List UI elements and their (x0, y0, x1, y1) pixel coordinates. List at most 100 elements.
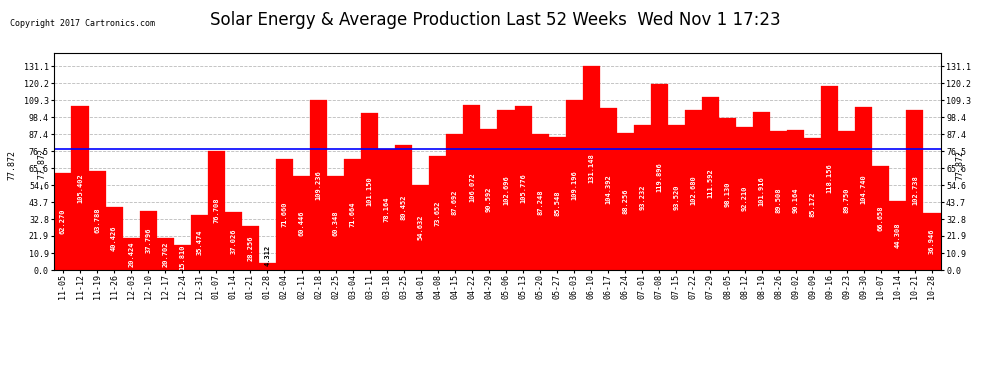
Text: 80.452: 80.452 (401, 195, 407, 220)
Text: 87.248: 87.248 (537, 189, 544, 215)
Bar (498, 111, 515, 270)
Bar (225, 213, 242, 270)
Text: 54.632: 54.632 (418, 215, 424, 240)
Bar (463, 105, 480, 270)
Bar (378, 148, 395, 270)
Bar (345, 159, 361, 270)
Bar (54, 173, 71, 270)
Bar (736, 127, 753, 270)
Text: Solar Energy & Average Production Last 52 Weeks  Wed Nov 1 17:23: Solar Energy & Average Production Last 5… (210, 11, 780, 29)
Text: 35.474: 35.474 (196, 230, 202, 255)
Text: 106.072: 106.072 (469, 173, 475, 202)
Text: 105.776: 105.776 (520, 173, 526, 203)
Bar (617, 133, 634, 270)
Bar (753, 112, 770, 270)
Bar (924, 213, 940, 270)
Text: 85.172: 85.172 (810, 191, 816, 217)
Bar (71, 106, 88, 270)
Bar (804, 138, 822, 270)
Text: 98.130: 98.130 (725, 181, 731, 207)
Text: 66.658: 66.658 (878, 206, 884, 231)
Text: 62.270: 62.270 (60, 209, 66, 234)
Bar (565, 100, 583, 270)
Text: 131.148: 131.148 (588, 153, 594, 183)
Text: 101.916: 101.916 (758, 176, 764, 206)
Text: 28.256: 28.256 (248, 235, 253, 261)
Text: 78.164: 78.164 (384, 196, 390, 222)
Text: 44.308: 44.308 (895, 223, 901, 248)
Bar (412, 185, 430, 270)
Bar (156, 238, 173, 270)
Bar (600, 108, 617, 270)
Bar (361, 113, 378, 270)
Text: 71.660: 71.660 (281, 202, 287, 227)
Bar (173, 246, 191, 270)
Text: 111.592: 111.592 (708, 168, 714, 198)
Bar (480, 129, 498, 270)
Text: 102.696: 102.696 (503, 176, 509, 205)
Text: 104.740: 104.740 (861, 174, 867, 204)
Bar (106, 207, 123, 270)
Text: 90.592: 90.592 (486, 187, 492, 212)
Bar (634, 125, 650, 270)
Bar (548, 137, 565, 270)
Text: 118.156: 118.156 (827, 164, 833, 193)
Text: 90.164: 90.164 (793, 187, 799, 213)
Bar (515, 106, 532, 270)
Text: 87.692: 87.692 (451, 189, 458, 214)
Text: 60.348: 60.348 (333, 210, 339, 236)
Text: 102.680: 102.680 (690, 176, 696, 205)
Bar (140, 211, 156, 270)
Bar (685, 111, 702, 270)
Text: 40.426: 40.426 (111, 226, 117, 251)
Bar (839, 130, 855, 270)
Bar (583, 66, 600, 270)
Text: 76.708: 76.708 (213, 198, 220, 223)
Bar (770, 131, 787, 270)
Bar (889, 201, 907, 270)
Bar (242, 226, 259, 270)
Bar (668, 125, 685, 270)
Bar (430, 156, 446, 270)
Bar (276, 159, 293, 270)
Bar (907, 110, 924, 270)
Text: 93.520: 93.520 (673, 184, 679, 210)
Text: 119.896: 119.896 (656, 162, 662, 192)
Text: 73.652: 73.652 (435, 200, 441, 225)
Text: 89.750: 89.750 (843, 188, 849, 213)
Bar (446, 134, 463, 270)
Bar (872, 166, 889, 270)
Text: 104.392: 104.392 (605, 174, 611, 204)
Text: 92.210: 92.210 (742, 186, 747, 211)
Bar (719, 117, 736, 270)
Text: 85.548: 85.548 (554, 191, 560, 216)
Bar (208, 151, 225, 270)
Bar (310, 100, 327, 270)
Text: 89.508: 89.508 (775, 188, 782, 213)
Text: 77.872: 77.872 (8, 150, 17, 180)
Text: 101.150: 101.150 (366, 177, 372, 206)
Text: 93.232: 93.232 (640, 185, 645, 210)
Bar (293, 176, 310, 270)
Bar (88, 171, 106, 270)
Text: 20.702: 20.702 (162, 241, 168, 267)
Bar (822, 86, 839, 270)
Text: 109.236: 109.236 (316, 170, 322, 200)
Bar (855, 107, 872, 270)
Text: 109.196: 109.196 (571, 170, 577, 200)
Bar (191, 215, 208, 270)
Text: 71.664: 71.664 (349, 202, 355, 227)
Text: 37.796: 37.796 (146, 228, 151, 254)
Text: 36.946: 36.946 (929, 228, 935, 254)
Bar (787, 130, 804, 270)
Text: 4.312: 4.312 (264, 244, 270, 266)
Bar (123, 238, 140, 270)
Bar (327, 176, 345, 270)
Text: 15.810: 15.810 (179, 245, 185, 270)
Bar (259, 263, 276, 270)
Text: 60.446: 60.446 (299, 210, 305, 236)
Text: 63.788: 63.788 (94, 208, 100, 233)
Text: 37.026: 37.026 (231, 228, 237, 254)
Text: ← 77.872: ← 77.872 (38, 149, 47, 189)
Bar (532, 135, 548, 270)
